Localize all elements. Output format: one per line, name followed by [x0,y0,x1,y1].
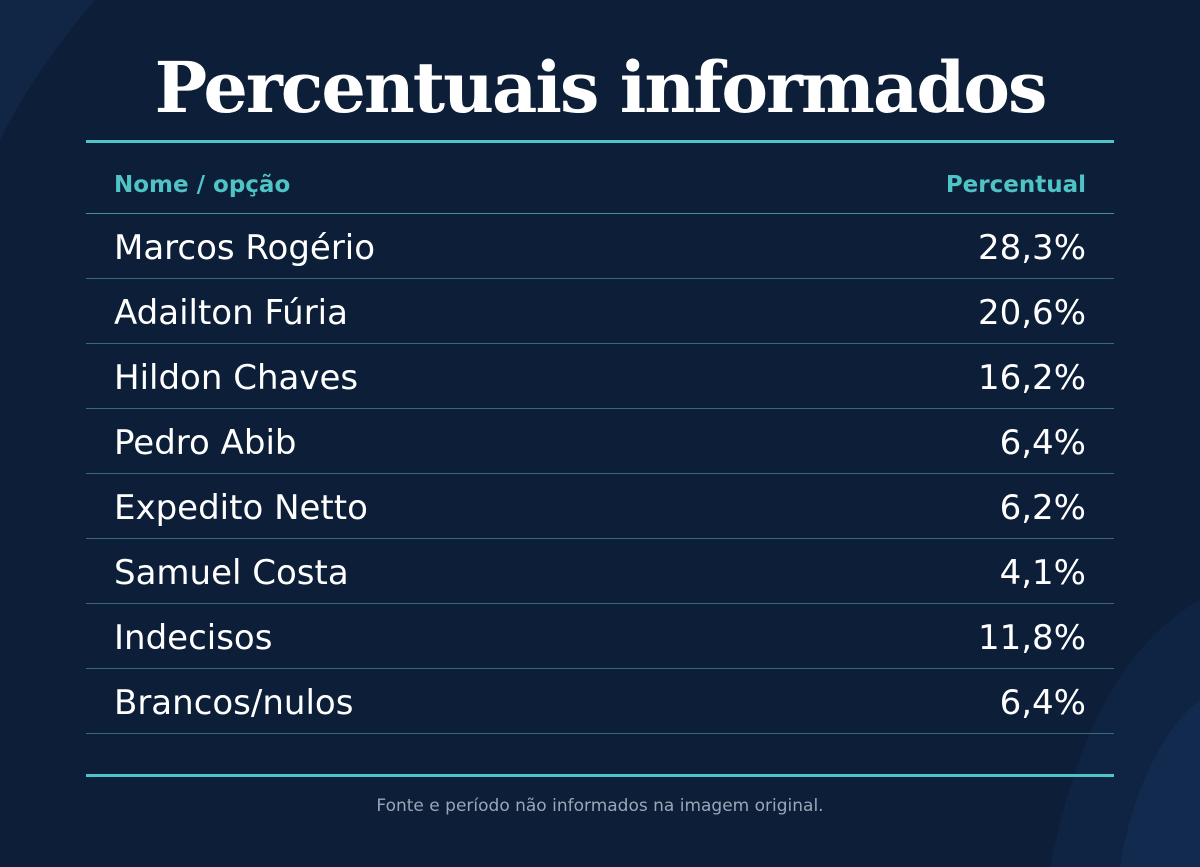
row-name: Brancos/nulos [114,683,354,723]
top-divider [86,140,1114,143]
table-row: Hildon Chaves 16,2% [86,344,1114,409]
row-name: Expedito Netto [114,488,368,528]
row-name: Marcos Rogério [114,228,376,268]
table-row: Marcos Rogério 28,3% [86,214,1114,279]
row-value: 20,6% [977,293,1086,333]
table-header: Nome / opção Percentual [86,143,1114,214]
row-name: Indecisos [114,618,273,658]
header-value: Percentual [945,172,1086,198]
table-row: Brancos/nulos 6,4% [86,669,1114,734]
table-row: Expedito Netto 6,2% [86,474,1114,539]
row-name: Samuel Costa [114,553,349,593]
row-value: 11,8% [977,618,1086,658]
table-row: Samuel Costa 4,1% [86,539,1114,604]
table-row: Adailton Fúria 20,6% [86,279,1114,344]
footnote: Fonte e período não informados na imagem… [376,796,824,816]
row-value: 28,3% [977,228,1086,268]
results-table: Nome / opção Percentual Marcos Rogério 28… [86,143,1114,734]
row-name: Adailton Fúria [114,293,348,333]
row-value: 4,1% [999,553,1086,593]
row-name: Pedro Abib [114,423,297,463]
bottom-divider [86,774,1114,777]
row-name: Hildon Chaves [114,358,359,398]
page-title: Percentuais informados [154,46,1048,129]
table-body: Marcos Rogério 28,3% Adailton Fúria 20,6% Hi… [86,214,1114,734]
table-row: Indecisos 11,8% [86,604,1114,669]
row-value: 6,4% [999,423,1086,463]
row-value: 16,2% [977,358,1086,398]
row-value: 6,4% [999,683,1086,723]
header-name: Nome / opção [114,172,291,198]
row-value: 6,2% [999,488,1086,528]
table-row: Pedro Abib 6,4% [86,409,1114,474]
